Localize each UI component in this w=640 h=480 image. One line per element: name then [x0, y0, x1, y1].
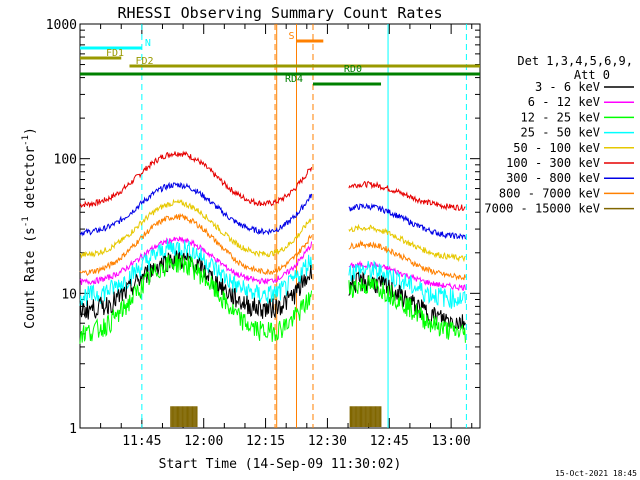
- x-tick-label: 12:30: [308, 434, 347, 449]
- x-tick-label: 11:45: [122, 434, 161, 449]
- legend-label: 50 - 100 keV: [513, 141, 600, 155]
- legend-label: 3 - 6 keV: [535, 80, 600, 94]
- series-line: [79, 212, 313, 277]
- series-line: [348, 274, 466, 343]
- y-tick-label: 10: [61, 287, 77, 302]
- series-line: [348, 202, 466, 241]
- state-bar-label: S: [288, 31, 294, 42]
- series-line: [79, 235, 313, 286]
- x-tick-label: 12:45: [370, 434, 409, 449]
- series-line: [348, 180, 466, 212]
- y-tick-label: 1: [69, 422, 77, 437]
- y-tick-label: 100: [54, 153, 77, 168]
- legend-label: 800 - 7000 keV: [499, 186, 600, 200]
- series-line: [79, 181, 313, 237]
- x-axis-label: Start Time (14-Sep-09 11:30:02): [159, 457, 402, 472]
- plot-area: 1 10 100 1000 11:45 12:00 12:15 12:30 12:45 13:00…: [46, 18, 481, 449]
- plot-frame: [79, 23, 481, 429]
- chart-title: RHESSI Observing Summary Count Rates: [117, 4, 442, 22]
- y-tick-label: 1000: [46, 18, 77, 33]
- x-tick-label: 13:00: [432, 434, 471, 449]
- series-line: [79, 198, 312, 259]
- state-bar-label: FD1: [106, 48, 124, 59]
- legend-header-detectors: Det 1,3,4,5,6,9,: [517, 54, 633, 68]
- legend-label: 12 - 25 keV: [521, 110, 600, 124]
- series-line: [348, 223, 466, 263]
- series-line: [348, 259, 466, 309]
- x-tick-label: 12:15: [246, 434, 285, 449]
- series-line: [79, 239, 313, 307]
- legend-label: 100 - 300 keV: [506, 156, 600, 170]
- series-line: [79, 150, 313, 209]
- series-line: [79, 254, 313, 344]
- state-bar-label: RD0: [344, 64, 362, 75]
- series-line: [348, 239, 466, 281]
- legend-label: 300 - 800 keV: [506, 171, 600, 185]
- legend-label: 7000 - 15000 keV: [484, 202, 600, 216]
- legend-label: 25 - 50 keV: [521, 126, 600, 140]
- legend-header-attenuator: Att 0: [574, 68, 610, 82]
- state-bar-label: N: [145, 38, 151, 49]
- state-bar-label: RD4: [285, 74, 303, 85]
- x-tick-label: 12:00: [184, 434, 223, 449]
- footer-date: 15-Oct-2021 18:45: [555, 469, 637, 478]
- series-line: [79, 250, 313, 320]
- state-bar-label: FD2: [135, 56, 153, 67]
- legend-label: 6 - 12 keV: [528, 95, 600, 109]
- y-axis-label: Count Rate (s-1 detector-1): [21, 127, 38, 329]
